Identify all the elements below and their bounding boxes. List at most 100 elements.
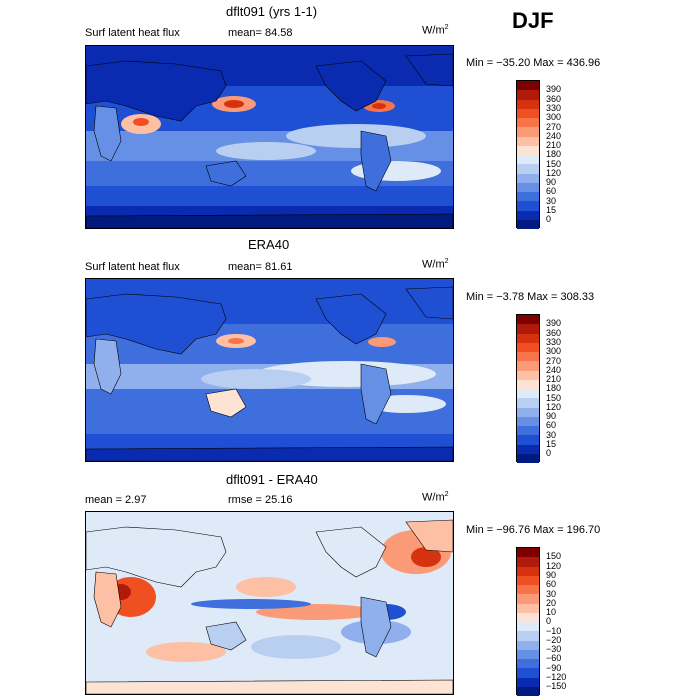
colorbar-swatch bbox=[517, 548, 539, 558]
colorbar-swatch bbox=[517, 315, 539, 325]
colorbar-swatch bbox=[517, 192, 539, 202]
panel3-cb-label: 120 bbox=[546, 561, 562, 571]
panel1-minmax: Min = −35.20 Max = 436.96 bbox=[466, 57, 601, 69]
colorbar-swatch bbox=[517, 659, 539, 669]
colorbar-swatch bbox=[517, 594, 539, 604]
colorbar-swatch bbox=[517, 585, 539, 595]
panel3-cb-label: −20 bbox=[546, 635, 562, 645]
panel1-cb-label: 15 bbox=[546, 205, 557, 215]
colorbar-swatch bbox=[517, 342, 539, 352]
panel1-map bbox=[85, 45, 454, 229]
panel2-map bbox=[85, 278, 454, 462]
colorbar-swatch bbox=[517, 426, 539, 436]
panel3-cb-label: −90 bbox=[546, 663, 562, 673]
colorbar-swatch bbox=[517, 398, 539, 408]
panel1-cb-label: 0 bbox=[546, 214, 552, 224]
colorbar-swatch bbox=[517, 603, 539, 613]
colorbar-swatch bbox=[517, 210, 539, 220]
panel3-mean: mean = 2.97 bbox=[85, 494, 147, 506]
colorbar-swatch bbox=[517, 416, 539, 426]
colorbar-swatch bbox=[517, 631, 539, 641]
panel3-cb-label: 30 bbox=[546, 589, 557, 599]
colorbar-swatch bbox=[517, 649, 539, 659]
panel3-minmax: Min = −96.76 Max = 196.70 bbox=[466, 524, 601, 536]
colorbar-swatch bbox=[517, 453, 539, 463]
panel3-colorbar bbox=[516, 547, 540, 696]
panel2-cb-label: 240 bbox=[546, 365, 562, 375]
panel3-cb-label: −120 bbox=[546, 672, 567, 682]
panel3-cb-label: −150 bbox=[546, 681, 567, 691]
colorbar-swatch bbox=[517, 155, 539, 165]
panel2-cb-label: 0 bbox=[546, 448, 552, 458]
panel2-mean: mean= 81.61 bbox=[228, 261, 293, 273]
colorbar-swatch bbox=[517, 90, 539, 100]
colorbar-swatch bbox=[517, 640, 539, 650]
colorbar-swatch bbox=[517, 566, 539, 576]
panel2-cb-label: 90 bbox=[546, 411, 557, 421]
colorbar-swatch bbox=[517, 145, 539, 155]
colorbar-swatch bbox=[517, 575, 539, 585]
panel2-cb-label: 60 bbox=[546, 420, 557, 430]
panel1-cb-label: 120 bbox=[546, 168, 562, 178]
colorbar-swatch bbox=[517, 361, 539, 371]
colorbar-swatch bbox=[517, 118, 539, 128]
panel2-cb-label: 330 bbox=[546, 337, 562, 347]
panel2-cb-label: 300 bbox=[546, 346, 562, 356]
panel3-cb-label: 150 bbox=[546, 551, 562, 561]
panel2-cb-label: 390 bbox=[546, 318, 562, 328]
panel3-rmse: rmse = 25.16 bbox=[228, 494, 293, 506]
panel1-cb-label: 360 bbox=[546, 94, 562, 104]
panel1-cb-label: 210 bbox=[546, 140, 562, 150]
panel2-cb-label: 15 bbox=[546, 439, 557, 449]
panel2-cb-label: 180 bbox=[546, 383, 562, 393]
panel2-colorbar bbox=[516, 314, 540, 463]
panel1-mean: mean= 84.58 bbox=[228, 27, 293, 39]
panel1-units: W/m2 bbox=[422, 24, 449, 37]
panel2-cb-label: 210 bbox=[546, 374, 562, 384]
panel1-cb-label: 60 bbox=[546, 186, 557, 196]
colorbar-swatch bbox=[517, 686, 539, 696]
colorbar-swatch bbox=[517, 99, 539, 109]
panel2-minmax: Min = −3.78 Max = 308.33 bbox=[466, 291, 595, 303]
colorbar-swatch bbox=[517, 182, 539, 192]
panel2-cb-label: 30 bbox=[546, 430, 557, 440]
panel3-cb-label: 10 bbox=[546, 607, 557, 617]
colorbar-swatch bbox=[517, 444, 539, 454]
colorbar-swatch bbox=[517, 370, 539, 380]
panel2-title: ERA40 bbox=[248, 237, 290, 252]
panel1-colorbar bbox=[516, 80, 540, 229]
panel2-field-name: Surf latent heat flux bbox=[85, 261, 180, 273]
panel1-cb-label: 150 bbox=[546, 159, 562, 169]
panel3-cb-label: −60 bbox=[546, 653, 562, 663]
colorbar-swatch bbox=[517, 612, 539, 622]
panel3-cb-label: 0 bbox=[546, 616, 552, 626]
panel2-cb-label: 270 bbox=[546, 356, 562, 366]
panel1-cb-label: 330 bbox=[546, 103, 562, 113]
panel3-map bbox=[85, 511, 454, 695]
panel2-cb-label: 120 bbox=[546, 402, 562, 412]
colorbar-swatch bbox=[517, 127, 539, 137]
panel3-cb-label: −10 bbox=[546, 626, 562, 636]
panel3-cb-label: 20 bbox=[546, 598, 557, 608]
panel1-cb-label: 270 bbox=[546, 122, 562, 132]
colorbar-swatch bbox=[517, 677, 539, 687]
colorbar-swatch bbox=[517, 352, 539, 362]
panel3-cb-label: 90 bbox=[546, 570, 557, 580]
panel3-cb-label: 60 bbox=[546, 579, 557, 589]
panel1-cb-label: 240 bbox=[546, 131, 562, 141]
colorbar-swatch bbox=[517, 136, 539, 146]
colorbar-swatch bbox=[517, 201, 539, 211]
colorbar-swatch bbox=[517, 622, 539, 632]
colorbar-swatch bbox=[517, 435, 539, 445]
colorbar-swatch bbox=[517, 407, 539, 417]
panel1-cb-label: 300 bbox=[546, 112, 562, 122]
colorbar-swatch bbox=[517, 108, 539, 118]
colorbar-swatch bbox=[517, 173, 539, 183]
colorbar-swatch bbox=[517, 668, 539, 678]
colorbar-swatch bbox=[517, 379, 539, 389]
colorbar-swatch bbox=[517, 389, 539, 399]
panel1-cb-label: 90 bbox=[546, 177, 557, 187]
panel1-field-name: Surf latent heat flux bbox=[85, 27, 180, 39]
panel1-cb-label: 390 bbox=[546, 84, 562, 94]
colorbar-swatch bbox=[517, 81, 539, 91]
